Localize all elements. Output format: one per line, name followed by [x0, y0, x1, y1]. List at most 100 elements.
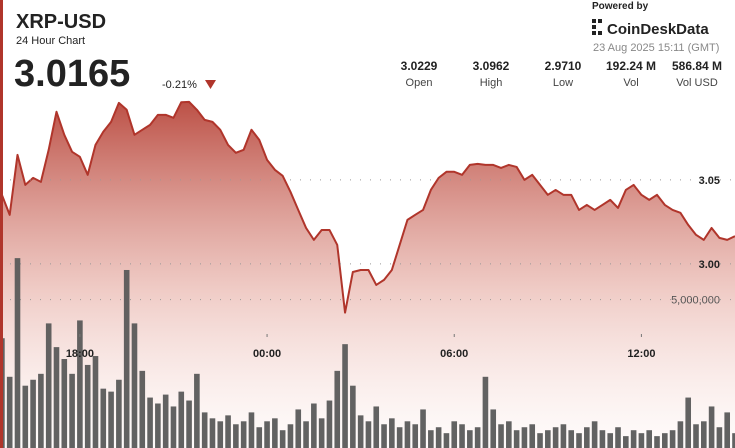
volume-bar — [131, 323, 138, 448]
volume-bar — [451, 421, 458, 448]
title: XRP-USD — [16, 11, 106, 33]
volume-bar — [209, 418, 216, 448]
volume-bar — [84, 364, 91, 448]
stat-value: 3.0229 — [401, 59, 438, 73]
volume-bar — [61, 358, 68, 448]
volume-bar — [77, 320, 83, 448]
volume-bar — [264, 421, 270, 448]
volume-bar — [615, 427, 621, 448]
stat-value: 192.24 M — [606, 59, 656, 73]
price-area — [1, 101, 735, 448]
volume-bar — [201, 412, 208, 448]
volume-bar — [677, 421, 684, 448]
stat-label: Low — [553, 77, 573, 89]
volume-bar — [443, 433, 450, 448]
volume-bar — [701, 421, 707, 448]
volume-bar — [178, 391, 185, 448]
volume-bar — [420, 409, 426, 448]
volume-bar — [295, 409, 302, 448]
x-tick-label: 18:00 — [66, 348, 94, 360]
volume-bar — [381, 424, 387, 448]
x-tick-label: 00:00 — [253, 348, 281, 360]
volume-bar — [412, 424, 419, 448]
left-accent — [0, 0, 3, 448]
stats: 3.0229 Open 3.0962 High 2.9710 Low 192.24 M Vol… — [401, 59, 722, 89]
y-tick-label: 3.00 — [699, 259, 720, 271]
volume-bar — [108, 391, 114, 448]
volume-bar — [303, 421, 309, 448]
volume-bar — [576, 433, 582, 448]
volume-bar — [342, 344, 348, 448]
volume-bar — [693, 424, 699, 448]
brand: CoinDeskData — [607, 21, 709, 38]
volume-bar — [521, 427, 528, 448]
volume-bar — [311, 403, 317, 448]
volume-bar — [170, 406, 177, 448]
stat-value: 586.84 M — [672, 59, 722, 73]
stat-label: High — [480, 77, 503, 89]
volume-bar — [14, 258, 21, 448]
volume-bar — [389, 418, 395, 448]
volume-bar — [568, 430, 575, 448]
volume-bar — [186, 400, 192, 448]
volume-bar — [638, 433, 645, 448]
volume-bar — [662, 433, 668, 448]
volume-bar — [30, 379, 36, 448]
volume-bar — [248, 412, 255, 448]
volume-bar — [630, 430, 637, 448]
volume-bar — [732, 433, 735, 448]
volume-bar — [490, 409, 497, 448]
volume-bar — [139, 370, 146, 448]
volume-bar — [217, 421, 224, 448]
price: 3.0165 — [14, 53, 130, 95]
stat-label: Vol — [623, 77, 638, 89]
volume-bar — [357, 415, 364, 448]
y2-tick-label: 5,000,000 — [671, 295, 720, 307]
x-tick-label: 06:00 — [440, 348, 468, 360]
timestamp: 23 Aug 2025 15:11 (GMT) — [593, 42, 719, 54]
header: XRP-USD 24 Hour Chart 3.0165 -0.21% Powe… — [14, 1, 722, 95]
volume-bar — [404, 421, 411, 448]
volume-bar — [623, 436, 629, 448]
stat-label: Vol USD — [676, 77, 718, 89]
volume-bar — [334, 370, 341, 448]
volume-bar — [233, 424, 239, 448]
down-arrow — [205, 80, 216, 89]
volume-bar — [724, 412, 731, 448]
volume-bar — [279, 430, 286, 448]
volume-bar — [256, 427, 263, 448]
powered-by: Powered by — [592, 1, 649, 12]
volume-bar — [599, 430, 606, 448]
volume-bar — [529, 424, 536, 448]
price-change: -0.21% — [162, 79, 197, 91]
volume-bar — [552, 427, 559, 448]
volume-bar — [147, 397, 153, 448]
volume-bar — [685, 397, 692, 448]
volume-bar — [537, 433, 543, 448]
volume-bar — [646, 430, 653, 448]
x-tick-label: 12:00 — [627, 348, 655, 360]
subtitle: 24 Hour Chart — [16, 35, 85, 47]
volume-bar — [459, 424, 465, 448]
volume-bar — [123, 269, 130, 448]
volume-bar — [482, 376, 489, 448]
volume-bar — [708, 406, 715, 448]
volume-bar — [318, 418, 325, 448]
volume-bar — [100, 388, 107, 448]
stat-label: Open — [406, 77, 433, 89]
volume-bar — [498, 424, 504, 448]
volume-bar — [45, 323, 52, 448]
volume-bar — [38, 373, 44, 448]
volume-bar — [365, 421, 372, 448]
volume-bar — [545, 430, 551, 448]
volume-bar — [607, 433, 614, 448]
brand-logo — [592, 19, 602, 35]
volume-bar — [716, 427, 723, 448]
volume-bar — [584, 427, 590, 448]
y-tick-label: 3.05 — [699, 175, 720, 187]
volume-bar — [669, 430, 676, 448]
volume-bar — [513, 430, 520, 448]
volume-bar — [53, 347, 60, 448]
